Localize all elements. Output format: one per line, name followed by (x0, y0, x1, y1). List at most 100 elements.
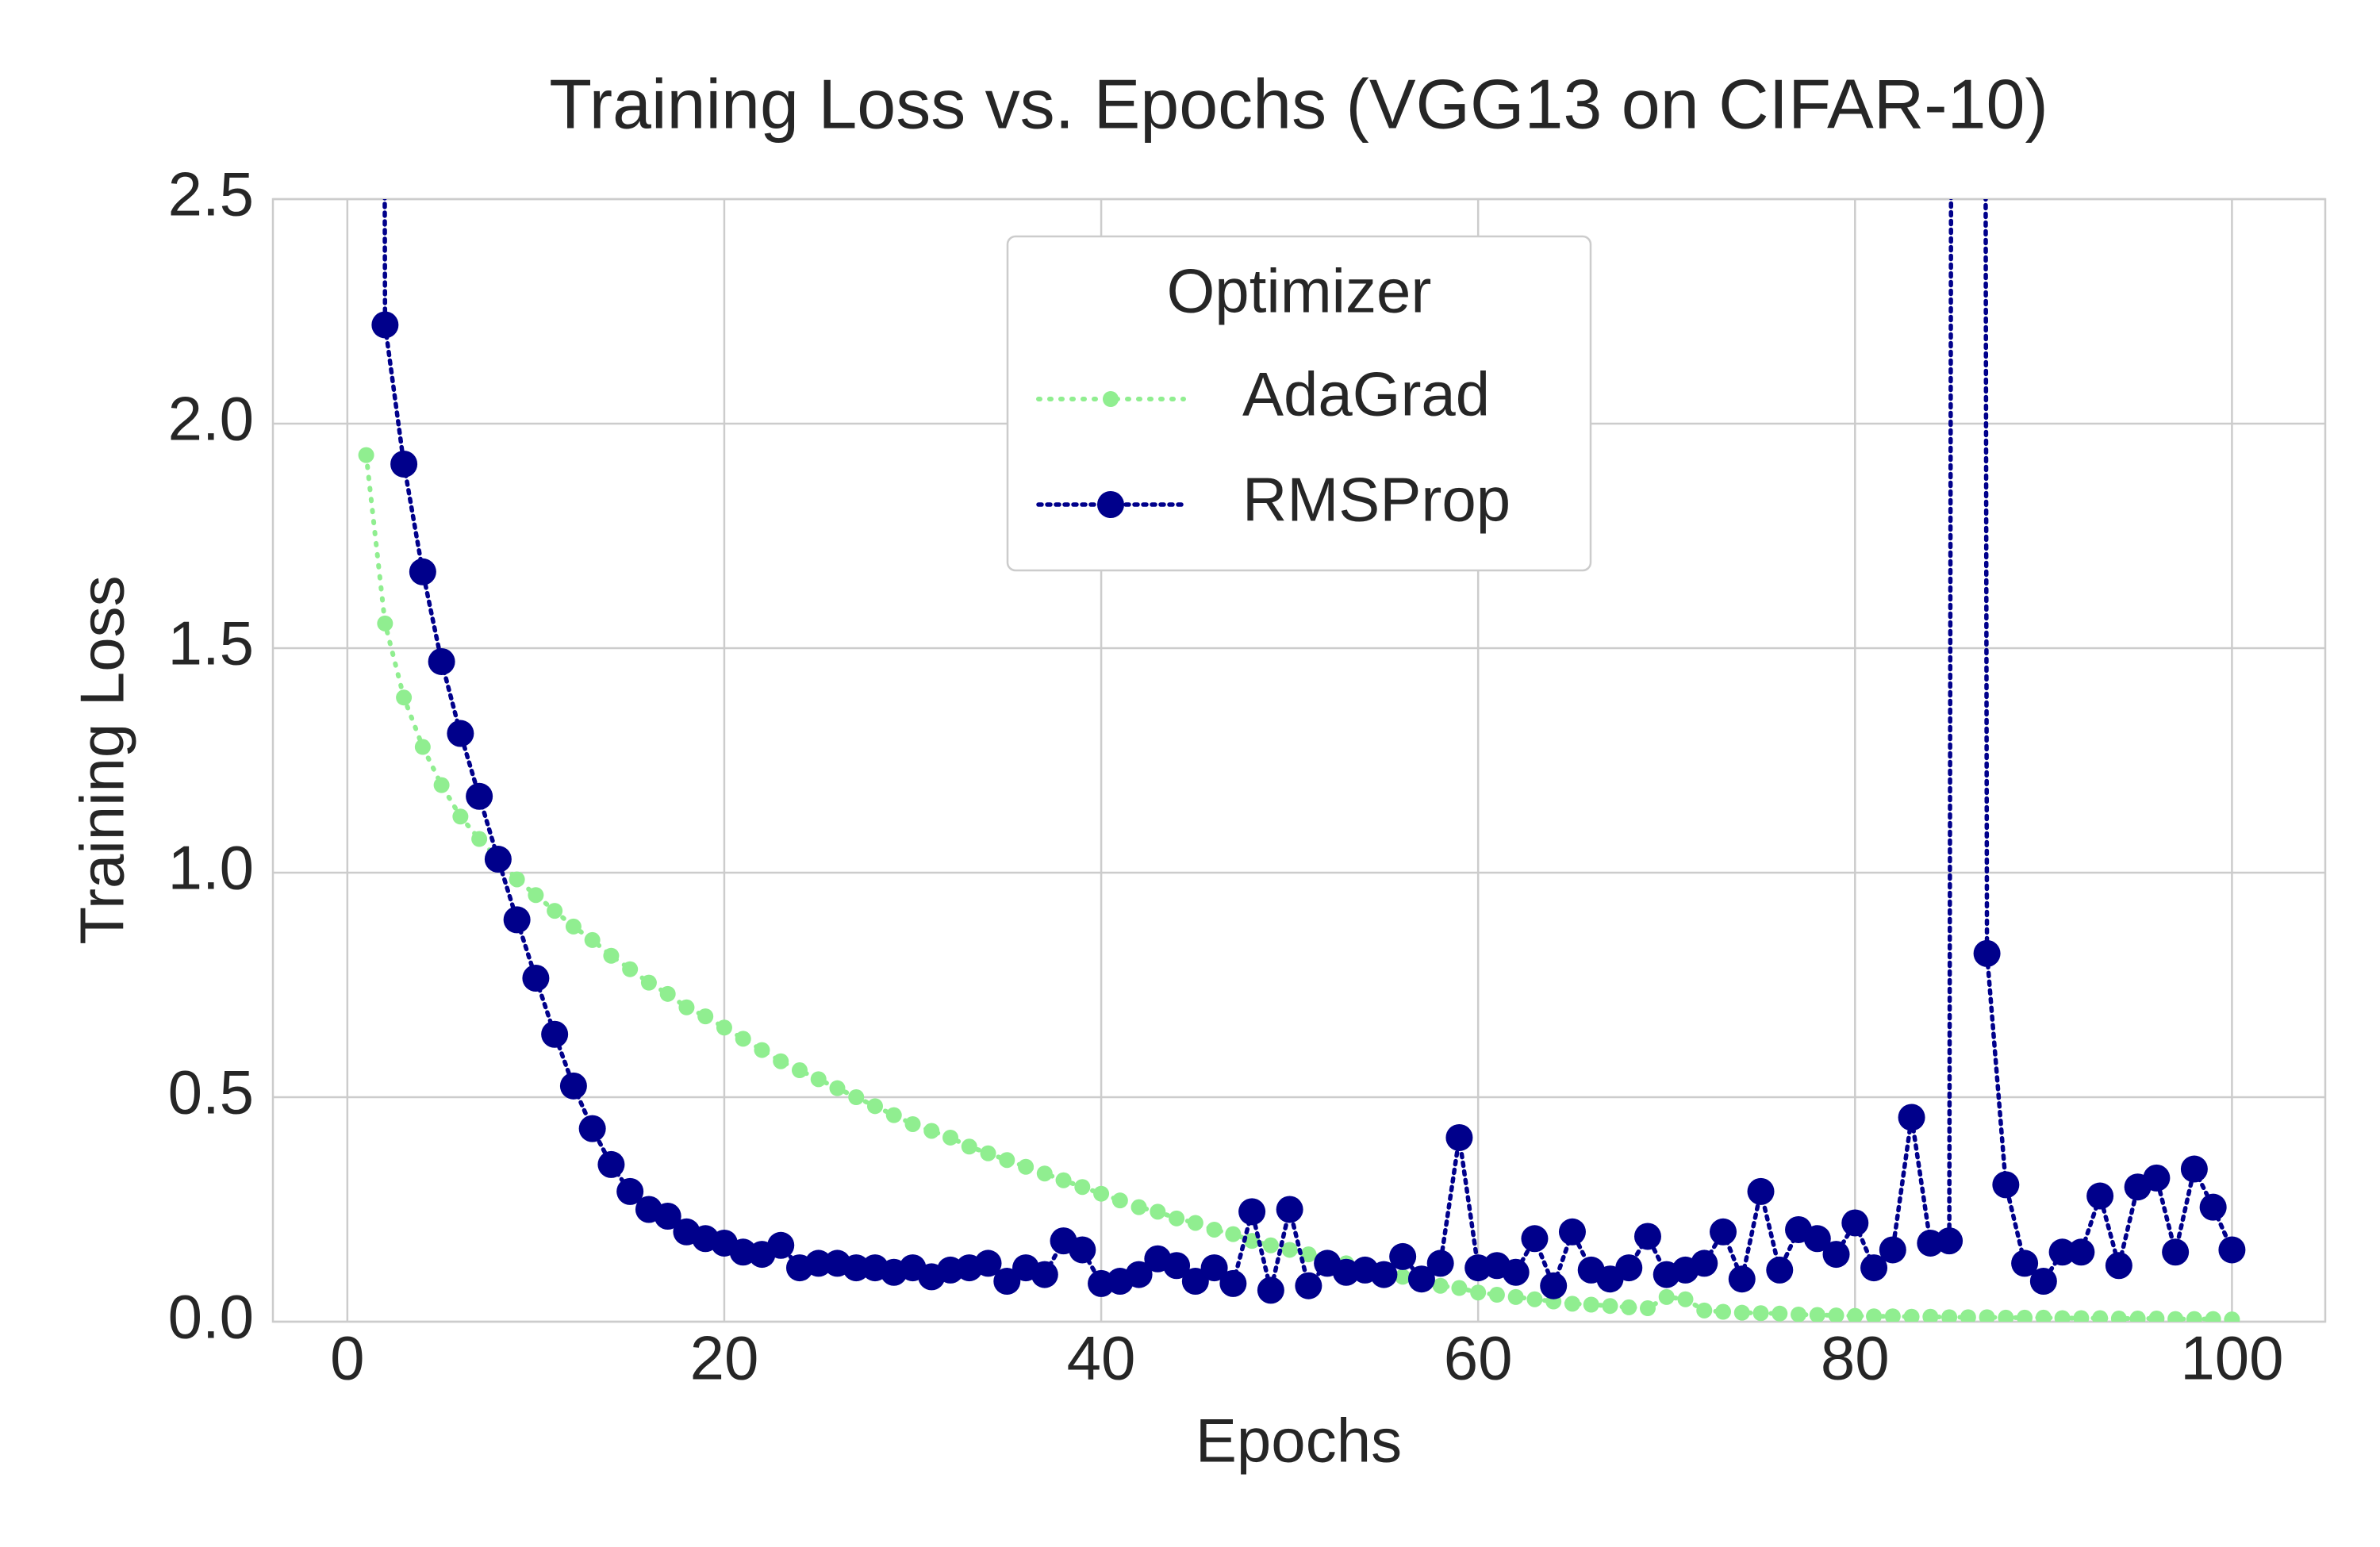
data-point (390, 450, 418, 478)
y-axis-label: Training Loss (67, 575, 137, 944)
legend-label: AdaGrad (1242, 359, 1490, 429)
data-point (1389, 1242, 1417, 1270)
data-point (1621, 1299, 1637, 1315)
data-point (1200, 1254, 1228, 1282)
data-point (1130, 1199, 1147, 1215)
data-point (578, 1115, 606, 1142)
data-point (735, 1031, 751, 1047)
data-point (1860, 1254, 1888, 1282)
data-point (804, 1250, 832, 1277)
data-point (829, 1080, 846, 1096)
data-point (2029, 1268, 2057, 1296)
data-point (1445, 1123, 1473, 1151)
data-point (603, 947, 620, 964)
legend-marker (1103, 391, 1119, 407)
data-point (1772, 1305, 1788, 1322)
x-tick-label: 40 (1067, 1323, 1136, 1393)
data-point (2205, 1311, 2221, 1322)
x-tick-label: 0 (330, 1323, 364, 1393)
data-point (961, 1138, 977, 1155)
data-point (414, 739, 431, 755)
data-point (697, 1008, 714, 1025)
data-point (1031, 1261, 1058, 1288)
data-point (547, 903, 563, 919)
data-point (371, 311, 399, 339)
data-point (716, 1019, 732, 1036)
data-point (1847, 1307, 1864, 1322)
data-point (640, 974, 657, 991)
data-point (1125, 1261, 1153, 1288)
x-tick-label: 20 (690, 1323, 759, 1393)
data-point (1841, 1209, 1869, 1237)
data-point (2110, 1311, 2127, 1322)
data-point (509, 871, 525, 888)
data-point (2167, 1311, 2184, 1322)
data-point (810, 1071, 827, 1088)
data-point (2086, 1182, 2114, 1210)
data-point (1238, 1198, 1266, 1226)
data-point (843, 1254, 870, 1282)
data-point (1300, 1246, 1317, 1263)
data-point (678, 999, 695, 1015)
data-point (1262, 1237, 1279, 1253)
plot-frame (271, 198, 2327, 1323)
data-point (1752, 1305, 1769, 1322)
data-point (428, 647, 455, 675)
data-point (974, 1250, 1002, 1277)
data-point (559, 1072, 587, 1100)
data-point (1093, 1185, 1110, 1202)
data-point (848, 1089, 865, 1105)
data-point (1281, 1242, 1298, 1258)
data-point (471, 831, 488, 847)
data-point (1395, 1269, 1411, 1285)
data-point (1733, 1304, 1750, 1321)
data-point (993, 1268, 1021, 1296)
data-point (433, 777, 450, 793)
data-point (1564, 1296, 1580, 1312)
data-point (1879, 1236, 1906, 1264)
data-point (1257, 1276, 1284, 1304)
data-point (2186, 1311, 2202, 1322)
data-point (1677, 1291, 1694, 1307)
data-point (1295, 1272, 1322, 1299)
data-point (1791, 1306, 1807, 1322)
data-point (1036, 1165, 1053, 1182)
data-point (1803, 1225, 1831, 1253)
data-point (2048, 1238, 2076, 1266)
data-point (1526, 1291, 1543, 1307)
data-point (2017, 1309, 2033, 1322)
legend-title: Optimizer (1167, 256, 1432, 326)
data-point (1150, 1203, 1166, 1220)
data-point (1111, 1192, 1128, 1209)
data-point (1583, 1296, 1599, 1313)
legend-marker (1097, 491, 1124, 518)
y-tick-label: 0.5 (168, 1058, 254, 1127)
data-point (1521, 1225, 1549, 1253)
data-point (1426, 1250, 1454, 1277)
data-point (396, 689, 413, 706)
data-point (466, 782, 493, 810)
data-point (1747, 1177, 1775, 1205)
data-point (1502, 1258, 1530, 1286)
data-point (2067, 1238, 2095, 1266)
data-point (1979, 1309, 1995, 1322)
data-point (597, 1150, 625, 1178)
data-point (584, 931, 601, 948)
data-point (1276, 1196, 1303, 1223)
data-point (1715, 1303, 1732, 1320)
data-point (866, 1098, 883, 1115)
data-point (1866, 1308, 1883, 1322)
data-point (1074, 1179, 1091, 1196)
data-point (1728, 1265, 1756, 1293)
data-point (1766, 1256, 1794, 1284)
data-point (773, 1053, 789, 1069)
data-point (2148, 1311, 2165, 1322)
data-point (622, 961, 639, 977)
data-point (1998, 1309, 2014, 1322)
data-point (791, 1062, 808, 1079)
data-point (1936, 1227, 1964, 1255)
data-point (1822, 1241, 1850, 1269)
data-point (659, 985, 676, 1002)
data-point (1710, 1218, 1737, 1246)
x-tick-label: 80 (1821, 1323, 1890, 1393)
